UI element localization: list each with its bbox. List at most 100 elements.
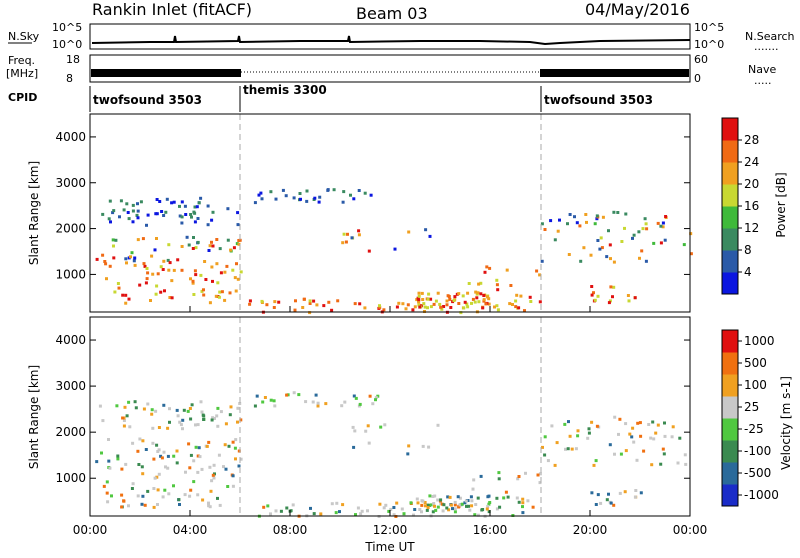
range-gate-cell — [106, 500, 110, 504]
colorbar-tick-label: -500 — [744, 466, 771, 480]
range-gate-cell — [107, 217, 111, 221]
range-gate-cell — [378, 304, 381, 308]
range-gate-cell — [166, 426, 170, 430]
range-gate-cell — [210, 265, 214, 269]
range-gate-cell — [599, 236, 603, 240]
range-gate-cell — [609, 257, 612, 261]
range-gate-cell — [146, 213, 150, 217]
range-gate-cell — [217, 453, 221, 457]
range-gate-cell — [218, 247, 222, 251]
range-gate-cell — [187, 442, 191, 446]
range-gate-cell — [154, 409, 158, 413]
range-gate-cell — [291, 503, 295, 507]
range-gate-cell — [678, 436, 682, 440]
range-gate-cell — [574, 447, 578, 451]
range-gate-cell — [201, 498, 205, 502]
range-gate-cell — [496, 288, 500, 292]
range-gate-cell — [458, 503, 462, 507]
range-gate-cell — [519, 294, 523, 298]
range-gate-cell — [404, 307, 408, 311]
range-gate-cell — [192, 459, 196, 463]
range-gate-cell — [177, 498, 181, 502]
range-gate-cell — [613, 415, 617, 419]
range-gate-cell — [417, 291, 421, 295]
range-gate-cell — [540, 259, 544, 263]
range-gate-cell — [473, 513, 477, 517]
range-gate-cell — [211, 416, 215, 420]
range-gate-cell — [476, 496, 480, 500]
range-gate-cell — [393, 247, 397, 251]
range-gate-cell — [341, 503, 345, 507]
range-gate-cell — [141, 237, 145, 241]
range-gate-cell — [570, 447, 574, 451]
range-gate-cell — [502, 496, 506, 500]
range-gate-cell — [353, 302, 357, 306]
range-gate-cell — [215, 238, 219, 241]
range-gate-cell — [526, 499, 530, 503]
range-gate-cell — [340, 404, 344, 408]
range-gate-cell — [184, 213, 188, 216]
range-gate-cell — [371, 402, 375, 406]
range-gate-cell — [468, 508, 472, 512]
range-gate-cell — [447, 508, 451, 512]
range-gate-cell — [495, 507, 499, 511]
range-gate-cell — [226, 238, 230, 242]
cpid-segment-2: themis 3300 — [243, 83, 327, 97]
range-gate-cell — [103, 260, 107, 263]
range-gate-cell — [516, 477, 520, 481]
range-gate-cell — [640, 249, 644, 253]
range-gate-cell — [389, 507, 393, 511]
range-gate-cell — [140, 465, 144, 469]
range-gate-cell — [553, 238, 557, 242]
range-gate-cell — [124, 301, 128, 305]
velocity-plot-area — [95, 391, 688, 518]
range-gate-cell — [598, 247, 602, 251]
range-gate-cell — [176, 414, 180, 418]
range-gate-cell — [592, 291, 595, 295]
colorbar-segment — [722, 440, 738, 463]
range-gate-cell — [224, 422, 228, 426]
range-gate-cell — [237, 242, 241, 246]
range-gate-cell — [167, 492, 171, 496]
power-cbar-label: Power [dB] — [774, 172, 788, 237]
range-gate-cell — [436, 505, 440, 509]
range-gate-cell — [426, 306, 429, 310]
range-gate-cell — [558, 218, 561, 222]
velocity-y-ticks: 1000 2000 3000 4000 — [55, 333, 690, 485]
range-gate-cell — [272, 399, 276, 403]
range-gate-cell — [260, 197, 264, 201]
nave-label: Nave — [748, 63, 776, 76]
range-gate-cell — [596, 239, 600, 242]
range-gate-cell — [213, 417, 216, 420]
y-tick-label: 3000 — [55, 176, 86, 190]
range-gate-cell — [207, 440, 211, 444]
range-gate-cell — [632, 233, 636, 237]
range-gate-cell — [317, 200, 321, 204]
range-gate-cell — [299, 197, 302, 201]
range-gate-cell — [101, 212, 105, 216]
range-gate-cell — [216, 281, 220, 285]
range-gate-cell — [238, 402, 242, 405]
range-gate-cell — [146, 271, 150, 275]
range-gate-cell — [122, 424, 126, 428]
range-gate-cell — [133, 400, 137, 404]
range-gate-cell — [449, 503, 453, 507]
range-gate-cell — [199, 196, 203, 200]
range-gate-cell — [511, 303, 514, 306]
range-gate-cell — [194, 273, 198, 277]
range-gate-cell — [429, 297, 433, 301]
range-gate-cell — [470, 499, 474, 503]
range-gate-cell — [117, 286, 121, 290]
range-gate-cell — [189, 213, 193, 216]
range-gate-cell — [156, 503, 159, 506]
range-gate-cell — [127, 400, 131, 404]
range-gate-cell — [529, 300, 533, 303]
range-gate-cell — [426, 297, 430, 301]
range-gate-cell — [253, 201, 257, 205]
x-tick-label: 00:00 — [673, 523, 708, 537]
range-gate-cell — [208, 465, 212, 469]
range-gate-cell — [187, 243, 191, 247]
range-gate-cell — [160, 456, 164, 460]
range-gate-cell — [429, 503, 433, 507]
